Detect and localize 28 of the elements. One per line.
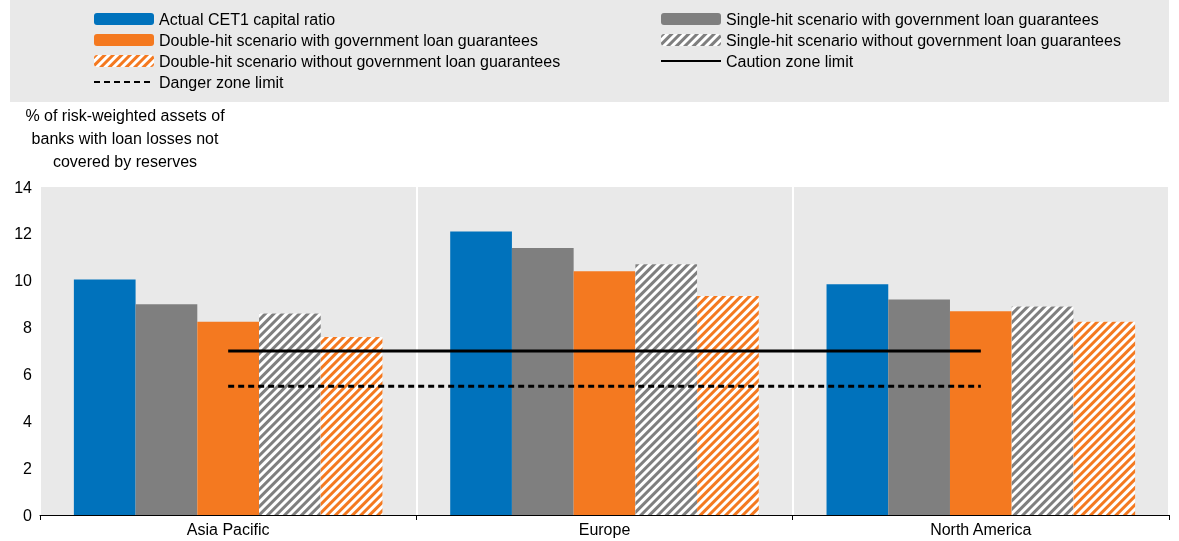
legend-label: Double-hit scenario with government loan guarantees — [159, 31, 538, 49]
x-tick-label: North America — [930, 520, 1032, 538]
y-tick-label: 10 — [14, 272, 33, 290]
y-tick-label: 12 — [14, 225, 33, 243]
y-tick-label: 14 — [14, 178, 33, 196]
bar — [450, 231, 512, 515]
y-tick-label: 0 — [23, 506, 33, 524]
bar — [573, 271, 636, 515]
bar — [197, 321, 260, 515]
bar — [511, 247, 574, 515]
y-tick-label: 8 — [23, 319, 33, 337]
legend-label: Actual CET1 capital ratio — [159, 10, 336, 28]
legend-label: Single-hit scenario with government loan guarantees — [726, 10, 1099, 28]
y-tick-label: 2 — [23, 459, 33, 477]
y-axis-title: % of risk-weighted assets of banks with loan losses not covered by reserves — [24, 106, 226, 172]
bar — [949, 311, 1012, 515]
bar — [888, 299, 950, 515]
bar — [73, 279, 136, 515]
y-tick-label: 6 — [23, 365, 33, 383]
legend-label: Danger zone limit — [159, 73, 285, 91]
bar — [135, 304, 198, 515]
x-tick-label: Europe — [578, 520, 631, 538]
x-tick-label: Asia Pacific — [186, 520, 270, 538]
bar — [826, 284, 889, 515]
legend-label: Single-hit scenario without government loan guarantees — [726, 31, 1121, 49]
y-tick-label: 4 — [23, 412, 33, 430]
legend-label: Caution zone limit — [726, 52, 854, 70]
legend-label: Double-hit scenario without government loan guarantees — [159, 52, 561, 70]
